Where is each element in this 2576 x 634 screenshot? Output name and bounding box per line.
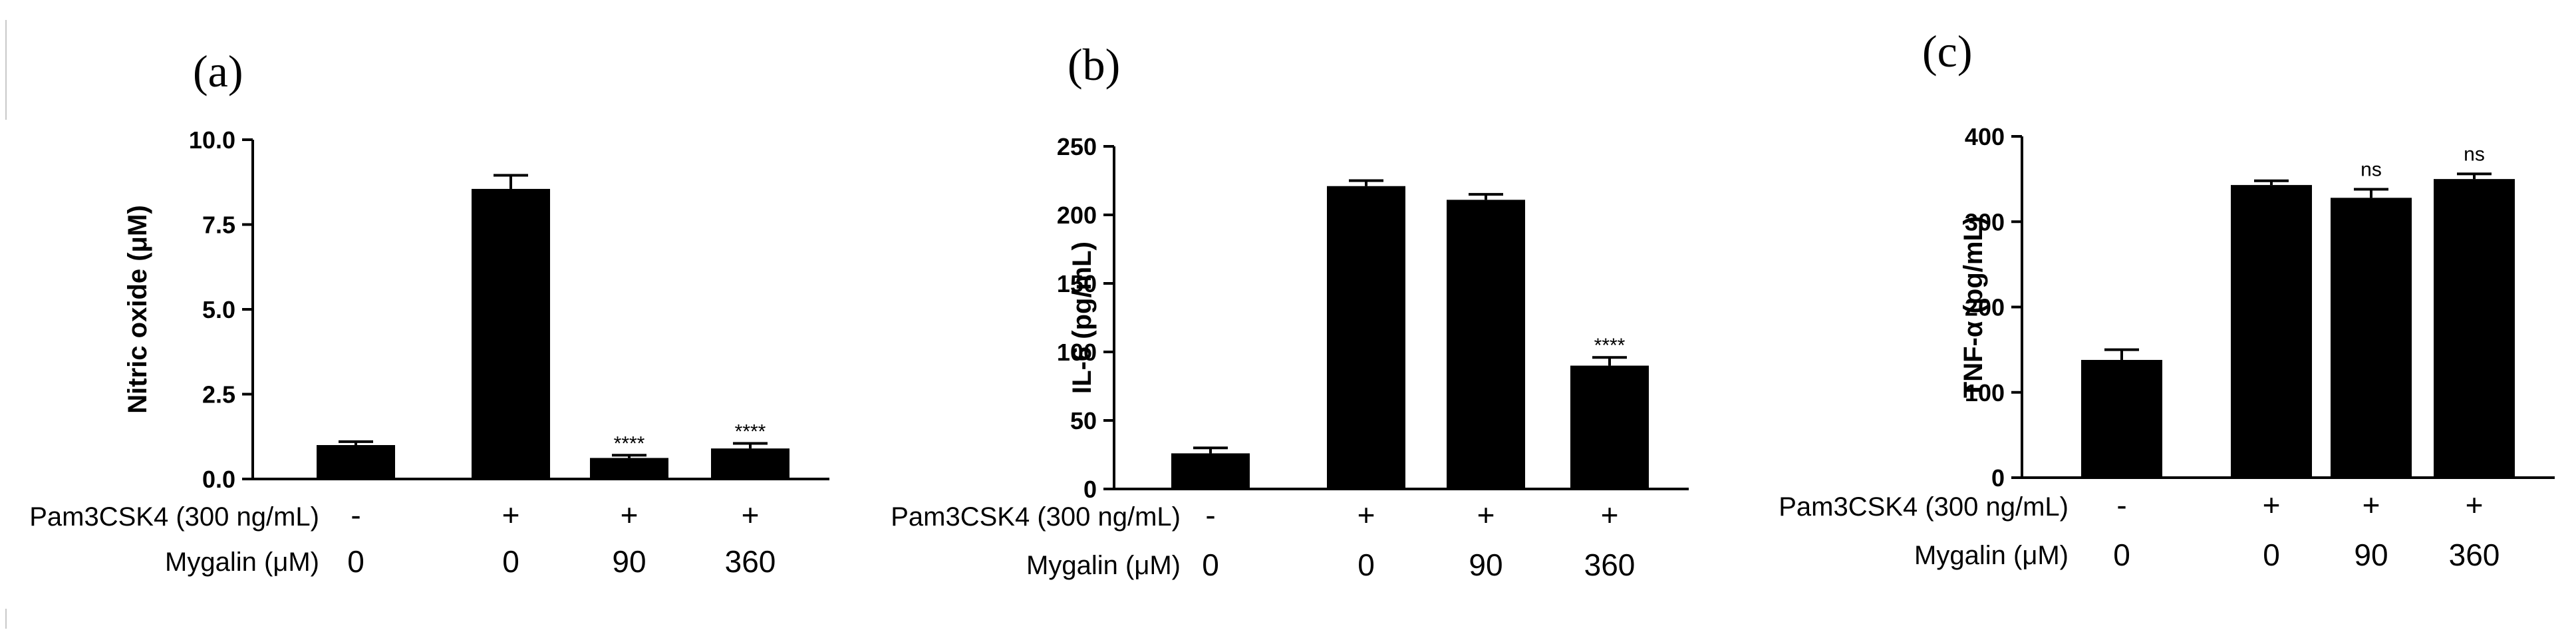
- pam3csk4-value: +: [742, 498, 760, 532]
- y-tick-label: 10.0: [189, 126, 235, 154]
- significance-mark: ****: [614, 432, 645, 454]
- bar: [2081, 360, 2162, 478]
- y-tick-label: 0: [1991, 464, 2005, 492]
- mygalin-value: 90: [612, 544, 646, 579]
- pam3csk4-value: +: [2362, 488, 2380, 522]
- pam3csk4-value: +: [1358, 498, 1375, 532]
- bar: [1327, 186, 1405, 489]
- y-tick-label: 150: [1057, 270, 1097, 297]
- page-edge-rule: [5, 609, 7, 629]
- page-edge-rule: [5, 20, 7, 120]
- bar: [590, 458, 668, 479]
- bar: [2231, 185, 2312, 478]
- y-tick-label: 2.5: [202, 381, 235, 408]
- bar: [1570, 365, 1649, 489]
- pam3csk4-value: +: [621, 498, 639, 532]
- mygalin-value: 360: [2449, 538, 2500, 572]
- pam3csk4-label: Pam3CSK4 (300 ng/mL): [29, 502, 319, 532]
- bar: [2434, 179, 2515, 478]
- significance-mark: ****: [735, 420, 766, 442]
- y-tick-label: 0: [1083, 476, 1097, 503]
- bar: [317, 445, 395, 479]
- bar: [2331, 198, 2412, 478]
- y-tick-label: 250: [1057, 133, 1097, 160]
- pam3csk4-value: -: [351, 498, 360, 532]
- y-tick-label: 200: [1965, 294, 2005, 321]
- chart-panel-c: (c) 0 100 200 300 400 TNF-α (pg/mL) ns ns Pam3CSK…: [1779, 26, 2555, 572]
- panel-label: (c): [1922, 26, 1972, 77]
- y-tick-label: 100: [1057, 339, 1097, 366]
- mygalin-value: 360: [725, 544, 776, 579]
- pam3csk4-value: +: [1601, 498, 1619, 532]
- y-axis-label: IL-6 (pg/mL): [1068, 241, 1097, 394]
- bar: [472, 188, 550, 479]
- mygalin-value: 0: [2113, 538, 2130, 572]
- mygalin-label: Mygalin (μM): [1026, 551, 1181, 580]
- panel-label: (b): [1068, 39, 1120, 90]
- mygalin-value: 0: [2263, 538, 2280, 572]
- mygalin-value: 0: [1202, 548, 1219, 582]
- significance-mark: ****: [1594, 335, 1626, 357]
- panel-label: (a): [193, 46, 243, 96]
- y-tick-label: 5.0: [202, 296, 235, 323]
- mygalin-value: 0: [1358, 548, 1375, 582]
- pam3csk4-label: Pam3CSK4 (300 ng/mL): [1779, 492, 2069, 522]
- y-tick-label: 7.5: [202, 212, 235, 239]
- mygalin-value: 0: [502, 544, 519, 579]
- y-tick-label: 50: [1070, 407, 1097, 434]
- y-tick-label: 0.0: [202, 466, 235, 493]
- mygalin-value: 360: [1584, 548, 1636, 582]
- mygalin-label: Mygalin (μM): [165, 548, 319, 577]
- pam3csk4-value: +: [2466, 488, 2484, 522]
- pam3csk4-value: -: [1205, 498, 1215, 532]
- mygalin-label: Mygalin (μM): [1914, 541, 2069, 570]
- y-tick-label: 100: [1965, 379, 2005, 406]
- y-tick-label: 300: [1965, 208, 2005, 236]
- mygalin-value: 0: [347, 544, 364, 579]
- y-axis-label: TNF-α (pg/mL): [1959, 216, 1988, 398]
- pam3csk4-label: Pam3CSK4 (300 ng/mL): [891, 502, 1181, 532]
- significance-mark: ns: [2361, 159, 2382, 181]
- significance-mark: ns: [2464, 143, 2485, 165]
- y-tick-label: 200: [1057, 202, 1097, 229]
- bar: [1171, 453, 1250, 489]
- pam3csk4-value: +: [1477, 498, 1495, 532]
- mygalin-value: 90: [1469, 548, 1503, 582]
- pam3csk4-value: +: [2263, 488, 2281, 522]
- pam3csk4-value: -: [2116, 488, 2126, 522]
- bar: [1447, 200, 1525, 489]
- y-axis-label: Nitric oxide (μM): [123, 205, 152, 413]
- mygalin-value: 90: [2354, 538, 2388, 572]
- chart-panel-a: (a) 0.0 2.5 5.0 7.5 10.0 Nitric oxide (μM) ****…: [29, 46, 829, 579]
- bar: [711, 448, 789, 479]
- y-tick-label: 400: [1965, 123, 2005, 150]
- pam3csk4-value: +: [502, 498, 520, 532]
- chart-panel-b: (b) 0 50 100 150 200 250 IL-6 (pg/mL) **** Pam3CS…: [891, 39, 1689, 582]
